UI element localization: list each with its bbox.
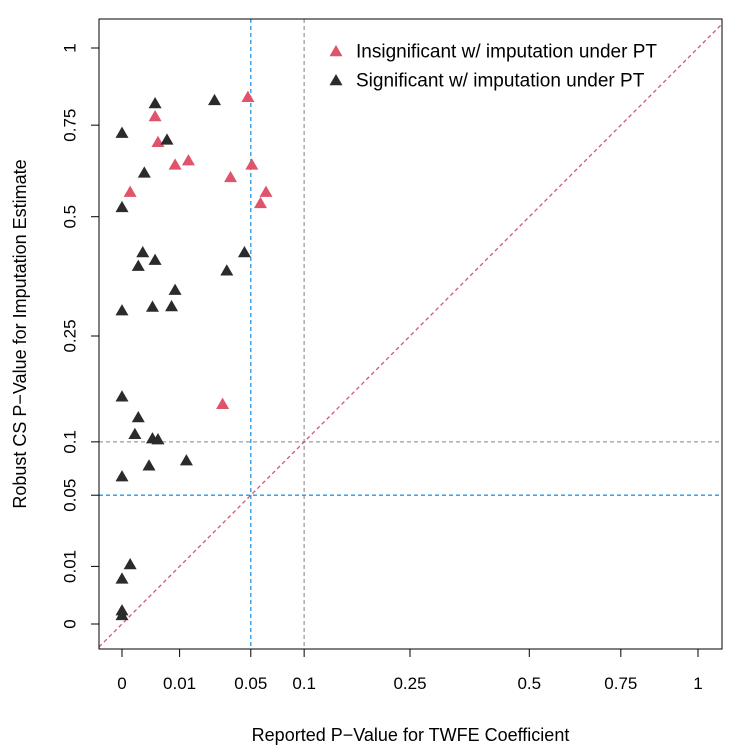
data-point-significant [131, 259, 145, 271]
x-tick-label: 0.75 [604, 674, 637, 693]
data-point-significant [168, 283, 182, 295]
data-point-significant [165, 299, 179, 312]
data-point-insignificant [148, 109, 162, 122]
x-tick-label: 1 [693, 674, 702, 693]
data-point-significant [136, 245, 150, 258]
y-tick-label: 0 [61, 619, 80, 628]
x-tick-label: 0 [117, 674, 126, 693]
legend: Insignificant w/ imputation under PT Sign… [329, 42, 657, 92]
y-tick-label: 0.01 [61, 550, 80, 583]
data-point-insignificant [245, 158, 259, 170]
y-tick-label: 0.05 [61, 479, 80, 512]
data-point-significant [123, 557, 137, 570]
data-point-significant [179, 454, 193, 466]
legend-label: Significant w/ imputation under PT [356, 71, 645, 92]
data-points [115, 90, 273, 621]
x-tick-label: 0.05 [234, 674, 267, 693]
legend-label: Insignificant w/ imputation under PT [356, 42, 657, 63]
data-point-significant [131, 410, 145, 423]
data-point-significant [115, 200, 129, 213]
reference-line-diagonal-4 [98, 23, 723, 648]
data-point-significant [208, 93, 222, 106]
data-point-significant [115, 572, 129, 584]
x-tick-label: 0.01 [163, 674, 196, 693]
data-point-significant [115, 470, 129, 482]
data-point-significant [220, 264, 234, 276]
y-tick-label: 0.25 [61, 319, 80, 352]
data-point-significant [148, 97, 162, 109]
data-point-insignificant [181, 154, 195, 166]
data-point-significant [151, 433, 165, 445]
y-tick-label: 1 [61, 43, 80, 52]
data-point-significant [142, 459, 156, 471]
data-point-significant [237, 245, 251, 258]
y-axis: 0 0.01 0.05 0.1 0.25 0.5 0.75 1 [61, 43, 99, 629]
data-point-significant [160, 133, 174, 145]
data-point-insignificant [168, 158, 182, 170]
data-point-insignificant [241, 90, 255, 102]
data-point-significant [115, 608, 129, 621]
x-tick-label: 0.25 [393, 674, 426, 693]
data-point-significant [148, 253, 162, 265]
legend-marker [329, 45, 343, 57]
y-tick-label: 0.1 [61, 430, 80, 454]
y-axis-label: Robust CS P−Value for Imputation Estimat… [10, 159, 30, 508]
data-point-insignificant [259, 185, 273, 197]
data-point-insignificant [253, 196, 267, 209]
reference-lines [98, 19, 723, 649]
y-tick-label: 0.75 [61, 109, 80, 142]
x-axis: 0 0.01 0.05 0.1 0.25 0.5 0.75 1 [117, 649, 703, 693]
data-point-significant [137, 166, 151, 178]
legend-marker [329, 74, 343, 86]
data-point-insignificant [216, 397, 230, 409]
data-point-significant [128, 427, 142, 439]
x-tick-label: 0.1 [292, 674, 316, 693]
data-point-significant [115, 304, 129, 316]
data-point-insignificant [123, 185, 137, 197]
plot-frame [98, 18, 723, 650]
data-point-insignificant [224, 170, 238, 183]
data-point-significant [115, 126, 129, 138]
x-tick-label: 0.5 [517, 674, 541, 693]
data-point-significant [115, 390, 129, 402]
y-tick-label: 0.5 [61, 205, 80, 229]
x-axis-label: Reported P−Value for TWFE Coefficient [252, 725, 570, 745]
data-point-significant [145, 300, 159, 312]
